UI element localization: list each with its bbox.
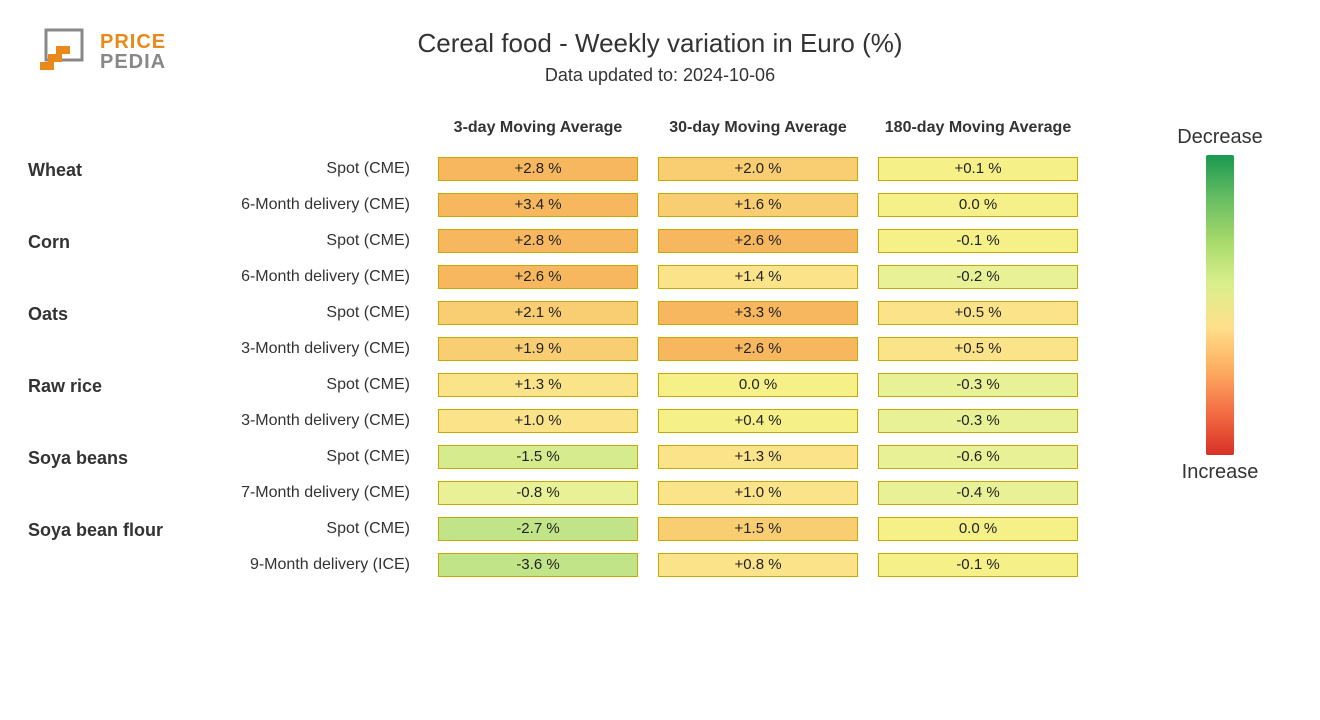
row-label: 6-Month delivery (CME)	[218, 196, 428, 214]
heatmap-cell: -0.1 %	[878, 229, 1078, 253]
heatmap-cell: +1.9 %	[438, 337, 638, 361]
heatmap-cell: -0.1 %	[878, 553, 1078, 577]
heatmap-cell: +1.6 %	[658, 193, 858, 217]
heatmap-cell: +1.4 %	[658, 265, 858, 289]
chart-subtitle: Data updated to: 2024-10-06	[0, 65, 1320, 86]
heatmap-cell: -0.3 %	[878, 373, 1078, 397]
table-row: 9-Month delivery (ICE) -3.6 % +0.8 % -0.1 %	[28, 547, 1128, 583]
heatmap-cell: +3.3 %	[658, 301, 858, 325]
legend-colorbar	[1206, 155, 1234, 455]
heatmap-cell: -0.6 %	[878, 445, 1078, 469]
row-label: 3-Month delivery (CME)	[218, 412, 428, 430]
table-row: Soya beans Spot (CME) -1.5 % +1.3 % -0.6 %	[28, 439, 1128, 475]
heatmap-cell: 0.0 %	[658, 373, 858, 397]
row-label: Spot (CME)	[218, 160, 428, 178]
row-label: Spot (CME)	[218, 304, 428, 322]
heatmap-cell: +2.6 %	[658, 229, 858, 253]
table-row: Corn Spot (CME) +2.8 % +2.6 % -0.1 %	[28, 223, 1128, 259]
heatmap-cell: -0.4 %	[878, 481, 1078, 505]
row-label: 6-Month delivery (CME)	[218, 268, 428, 286]
table-row: Wheat Spot (CME) +2.8 % +2.0 % +0.1 %	[28, 151, 1128, 187]
heatmap-cell: +0.1 %	[878, 157, 1078, 181]
table-row: 3-Month delivery (CME) +1.9 % +2.6 % +0.5 %	[28, 331, 1128, 367]
heatmap-table: 3-day Moving Average 30-day Moving Avera…	[28, 118, 1128, 583]
heatmap-cell: +0.5 %	[878, 301, 1078, 325]
row-label: Spot (CME)	[218, 232, 428, 250]
heatmap-cell: -2.7 %	[438, 517, 638, 541]
table-row: 7-Month delivery (CME) -0.8 % +1.0 % -0.4 %	[28, 475, 1128, 511]
commodity-name: Corn	[28, 226, 70, 256]
heatmap-cell: +2.8 %	[438, 157, 638, 181]
heatmap-cell: +0.5 %	[878, 337, 1078, 361]
heatmap-cell: 0.0 %	[878, 517, 1078, 541]
table-row: 6-Month delivery (CME) +2.6 % +1.4 % -0.2 %	[28, 259, 1128, 295]
heatmap-cell: +2.8 %	[438, 229, 638, 253]
table-row: Raw rice Spot (CME) +1.3 % 0.0 % -0.3 %	[28, 367, 1128, 403]
table-row: 6-Month delivery (CME) +3.4 % +1.6 % 0.0 %	[28, 187, 1128, 223]
heatmap-cell: -3.6 %	[438, 553, 638, 577]
commodity-name: Soya bean flour	[28, 514, 163, 544]
chart-title: Cereal food - Weekly variation in Euro (…	[0, 28, 1320, 59]
row-label: Spot (CME)	[218, 520, 428, 538]
heatmap-cell: +0.8 %	[658, 553, 858, 577]
table-row: 3-Month delivery (CME) +1.0 % +0.4 % -0.3 %	[28, 403, 1128, 439]
column-header: 30-day Moving Average	[648, 118, 868, 139]
heatmap-cell: +2.1 %	[438, 301, 638, 325]
table-row: Oats Spot (CME) +2.1 % +3.3 % +0.5 %	[28, 295, 1128, 331]
heatmap-cell: -0.2 %	[878, 265, 1078, 289]
row-label: 3-Month delivery (CME)	[218, 340, 428, 358]
column-header: 180-day Moving Average	[868, 118, 1088, 139]
heatmap-cell: +1.0 %	[438, 409, 638, 433]
heatmap-cell: -1.5 %	[438, 445, 638, 469]
commodity-name: Oats	[28, 298, 68, 328]
column-header: 3-day Moving Average	[428, 118, 648, 139]
table-row: Soya bean flour Spot (CME) -2.7 % +1.5 % 0.0…	[28, 511, 1128, 547]
commodity-name: Wheat	[28, 154, 82, 184]
row-label: Spot (CME)	[218, 376, 428, 394]
heatmap-cell: +0.4 %	[658, 409, 858, 433]
heatmap-cell: -0.3 %	[878, 409, 1078, 433]
heatmap-cell: +2.6 %	[438, 265, 638, 289]
row-label: Spot (CME)	[218, 448, 428, 466]
color-legend: Decrease Increase	[1160, 120, 1280, 490]
heatmap-cell: 0.0 %	[878, 193, 1078, 217]
legend-bottom-label: Increase	[1182, 461, 1259, 484]
heatmap-cell: +3.4 %	[438, 193, 638, 217]
heatmap-cell: +2.0 %	[658, 157, 858, 181]
heatmap-cell: +1.0 %	[658, 481, 858, 505]
heatmap-cell: -0.8 %	[438, 481, 638, 505]
heatmap-cell: +2.6 %	[658, 337, 858, 361]
row-label: 9-Month delivery (ICE)	[218, 556, 428, 574]
commodity-name: Raw rice	[28, 370, 102, 400]
legend-top-label: Decrease	[1177, 126, 1263, 149]
title-block: Cereal food - Weekly variation in Euro (…	[0, 28, 1320, 86]
column-headers-row: 3-day Moving Average 30-day Moving Avera…	[28, 118, 1128, 139]
heatmap-cell: +1.5 %	[658, 517, 858, 541]
heatmap-cell: +1.3 %	[658, 445, 858, 469]
heatmap-cell: +1.3 %	[438, 373, 638, 397]
commodity-name: Soya beans	[28, 442, 128, 472]
row-label: 7-Month delivery (CME)	[218, 484, 428, 502]
